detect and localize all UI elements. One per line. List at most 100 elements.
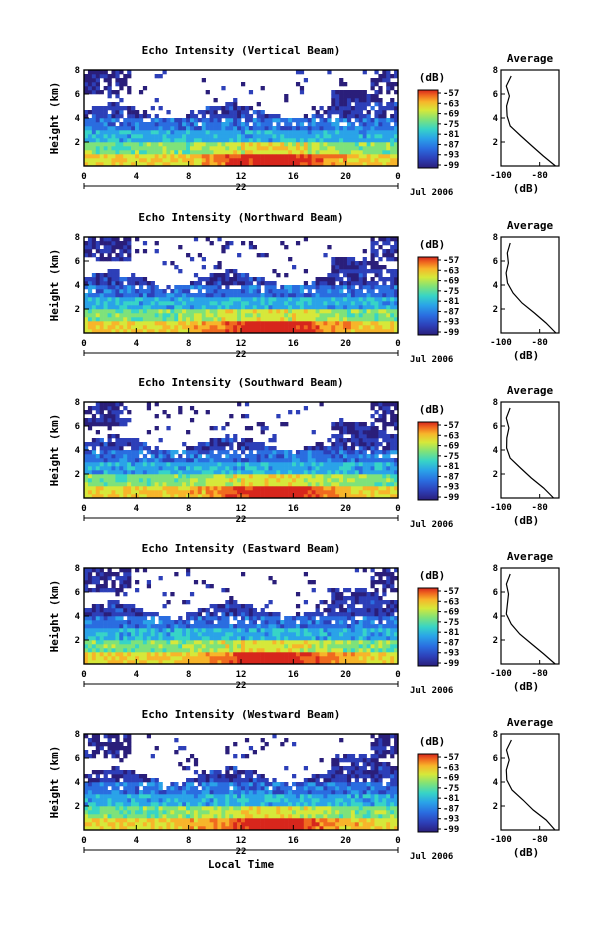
heatmap-cell: [244, 281, 250, 286]
heatmap-cell: [370, 402, 375, 407]
heatmap-cell: [142, 648, 148, 653]
heatmap-cell: [311, 616, 316, 621]
heatmap-cell: [390, 285, 395, 290]
heatmap-cell: [343, 462, 348, 467]
heatmap-cell: [158, 130, 163, 135]
heatmap-cell: [288, 162, 293, 167]
heatmap-cell: [221, 620, 226, 625]
heatmap-cell: [115, 478, 120, 483]
heatmap-cell: [382, 162, 387, 167]
heatmap-cell: [229, 309, 234, 314]
heatmap-cell: [264, 114, 269, 119]
heatmap-cell: [394, 150, 399, 155]
heatmap-cell: [331, 624, 336, 629]
heatmap-cell: [346, 158, 352, 163]
heatmap-cell: [374, 158, 379, 163]
heatmap-cell: [284, 466, 289, 471]
heatmap-cell: [158, 624, 163, 629]
heatmap-cell: [209, 309, 214, 314]
heatmap-cell: [87, 150, 93, 155]
heatmap-cell: [217, 620, 222, 625]
heatmap-cell: [323, 466, 328, 471]
heatmap-cell: [335, 648, 340, 653]
heatmap-cell: [358, 265, 363, 270]
heatmap-cell: [366, 134, 371, 139]
heatmap-cell: [354, 462, 360, 467]
heatmap-cell: [280, 134, 285, 139]
heatmap-cell: [339, 478, 344, 483]
heatmap-cell: [350, 281, 356, 286]
heatmap-cell: [370, 406, 375, 411]
heatmap-cell: [386, 446, 391, 451]
heatmap-cell: [150, 146, 155, 151]
heatmap-cell: [111, 572, 116, 577]
heatmap-cell: [107, 446, 112, 451]
heatmap-cell: [131, 301, 136, 306]
heatmap-cell: [303, 624, 309, 629]
heatmap-cell: [166, 600, 171, 605]
heatmap-cell: [186, 293, 191, 298]
heatmap-cell: [213, 293, 218, 298]
heatmap-cell: [213, 604, 218, 609]
heatmap-cell: [103, 588, 108, 593]
heatmap-cell: [217, 325, 222, 330]
heatmap-cell: [217, 321, 222, 326]
heatmap-cell: [170, 305, 175, 310]
heatmap-cell: [103, 486, 108, 491]
heatmap-cell: [354, 313, 360, 318]
heatmap-cell: [362, 486, 367, 491]
heatmap-cell: [123, 490, 128, 495]
heatmap-cell: [346, 142, 352, 147]
heatmap-cell: [119, 78, 124, 83]
heatmap-cell: [272, 301, 277, 306]
heatmap-cell: [256, 616, 261, 621]
heatmap-cell: [394, 450, 399, 455]
heatmap-cell: [241, 470, 246, 475]
heatmap-cell: [394, 313, 399, 318]
heatmap-cell: [331, 106, 336, 111]
heatmap-cell: [225, 301, 230, 306]
heatmap-cell: [115, 486, 120, 491]
heatmap-cell: [142, 142, 148, 147]
heatmap-cell: [394, 245, 399, 250]
heatmap-cell: [343, 130, 348, 135]
heatmap-cell: [135, 281, 140, 286]
heatmap-cell: [260, 281, 265, 286]
heatmap-cell: [127, 126, 132, 131]
heatmap-cell: [209, 162, 214, 167]
heatmap-cell: [91, 305, 97, 310]
heatmap-cell: [123, 158, 128, 163]
heatmap-cell: [248, 150, 254, 155]
heatmap-cell: [350, 126, 356, 131]
heatmap-cell: [394, 106, 399, 111]
heatmap-cell: [209, 106, 214, 111]
heatmap-cell: [174, 301, 179, 306]
heatmap-cell: [390, 158, 395, 163]
heatmap-cell: [146, 644, 152, 649]
heatmap-cell: [103, 490, 108, 495]
heatmap-cell: [131, 442, 136, 447]
heatmap-cell: [186, 616, 191, 621]
heatmap-cell: [103, 134, 108, 139]
heatmap-cell: [311, 644, 316, 649]
heatmap-cell: [327, 154, 332, 159]
heatmap-cell: [354, 305, 360, 310]
heatmap-cell: [295, 616, 301, 621]
heatmap-cell: [315, 130, 320, 135]
heatmap-cell: [189, 640, 195, 645]
heatmap-cell: [358, 142, 363, 147]
heatmap-cell: [197, 126, 203, 131]
heatmap-cell: [225, 162, 230, 167]
heatmap-cell: [339, 98, 344, 103]
heatmap-cell: [154, 466, 159, 471]
heatmap-cell: [115, 241, 120, 246]
heatmap-cell: [178, 636, 183, 641]
heatmap-cell: [217, 442, 222, 447]
heatmap-cell: [241, 325, 246, 330]
heatmap-cell: [107, 257, 112, 262]
heatmap-cell: [386, 237, 391, 242]
heatmap-cell: [186, 446, 191, 451]
heatmap-cell: [193, 462, 199, 467]
y-axis-label: Height (km): [48, 82, 61, 155]
heatmap-cell: [229, 478, 234, 483]
